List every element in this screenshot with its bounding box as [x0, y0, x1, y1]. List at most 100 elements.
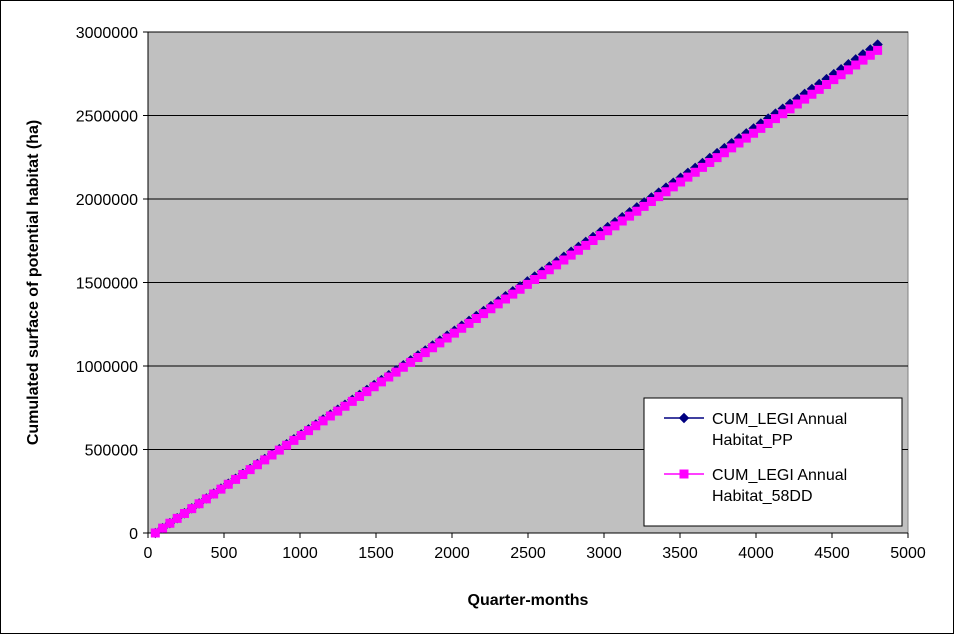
legend-item: CUM_LEGI Annual Habitat_58DD	[664, 467, 847, 505]
data-point	[814, 84, 824, 94]
data-point	[238, 469, 248, 479]
data-point	[194, 499, 204, 509]
data-point	[231, 474, 241, 484]
data-point	[851, 60, 861, 70]
x-tick-label: 2500	[510, 545, 546, 562]
series-2	[150, 45, 883, 538]
data-point	[836, 70, 846, 80]
data-point	[223, 479, 233, 489]
legend-label: Habitat_PP	[712, 432, 793, 449]
data-point	[719, 148, 729, 158]
y-axis-ticks: 0 500000 1000000 1500000 2000000 2500000 30000…	[76, 25, 149, 543]
x-tick-label: 4500	[814, 545, 850, 562]
data-point	[676, 177, 686, 187]
data-point	[639, 201, 649, 211]
data-point	[187, 504, 197, 514]
data-point	[537, 270, 547, 280]
x-tick-label: 5000	[890, 545, 926, 562]
data-point	[807, 89, 817, 99]
data-point	[822, 79, 832, 89]
data-point	[493, 299, 503, 309]
data-point	[843, 65, 853, 75]
y-tick-label: 1000000	[76, 359, 138, 376]
data-point	[763, 118, 773, 128]
data-point	[165, 518, 175, 528]
x-tick-label: 500	[211, 545, 238, 562]
data-point	[464, 318, 474, 328]
y-tick-label: 500000	[85, 443, 138, 460]
legend-label: CUM_LEGI Annual	[712, 411, 847, 428]
data-point	[566, 250, 576, 260]
data-point	[428, 343, 438, 353]
data-point	[201, 494, 211, 504]
data-point	[216, 484, 226, 494]
data-point	[522, 279, 532, 289]
data-point	[778, 109, 788, 119]
data-point	[756, 123, 766, 133]
series-layer	[150, 39, 883, 539]
legend-label: CUM_LEGI Annual	[712, 467, 847, 484]
x-tick-label: 1000	[282, 545, 318, 562]
data-point	[267, 450, 277, 460]
data-point	[690, 167, 700, 177]
data-point	[741, 133, 751, 143]
data-point	[595, 231, 605, 241]
y-tick-label: 2000000	[76, 192, 138, 209]
data-point	[406, 357, 416, 367]
data-point	[865, 50, 875, 60]
data-point	[471, 313, 481, 323]
y-tick-label: 1500000	[76, 276, 138, 293]
data-point	[150, 528, 160, 538]
data-point	[785, 104, 795, 114]
legend-marker	[678, 412, 690, 424]
data-point	[727, 143, 737, 153]
data-point	[829, 75, 839, 85]
x-tick-label: 2000	[434, 545, 470, 562]
y-tick-label: 2500000	[76, 109, 138, 126]
x-tick-label: 3500	[662, 545, 698, 562]
data-point	[858, 55, 868, 65]
x-tick-label: 0	[144, 545, 153, 562]
data-point	[296, 430, 306, 440]
data-point	[362, 387, 372, 397]
data-point	[617, 216, 627, 226]
data-point	[668, 182, 678, 192]
data-point	[282, 440, 292, 450]
data-point	[413, 352, 423, 362]
data-point	[369, 382, 379, 392]
data-point	[384, 372, 394, 382]
x-tick-label: 4000	[738, 545, 774, 562]
data-point	[340, 401, 350, 411]
data-point	[697, 162, 707, 172]
data-point	[581, 240, 591, 250]
data-point	[515, 284, 525, 294]
data-point	[420, 348, 430, 358]
data-point	[552, 260, 562, 270]
data-point	[544, 265, 554, 275]
data-point	[654, 192, 664, 202]
data-point	[683, 172, 693, 182]
data-point	[588, 235, 598, 245]
legend: CUM_LEGI Annual Habitat_PP CUM_LEGI Annual…	[643, 397, 903, 527]
legend-marker	[679, 469, 689, 479]
data-point	[770, 114, 780, 124]
data-point	[274, 445, 284, 455]
data-point	[355, 391, 365, 401]
y-tick-label: 0	[129, 526, 138, 543]
data-point	[625, 211, 635, 221]
data-point	[449, 328, 459, 338]
data-point	[712, 153, 722, 163]
data-point	[209, 489, 219, 499]
legend-label: Habitat_58DD	[712, 488, 813, 505]
data-point	[158, 523, 168, 533]
x-axis-ticks: 0 500 1000 1500 2000 2500 3000 3500 4000 4500 5000	[144, 532, 926, 562]
x-tick-label: 1500	[358, 545, 394, 562]
data-point	[559, 255, 569, 265]
data-point	[508, 289, 518, 299]
y-axis-title: Cumulated surface of potential habitat (…	[25, 120, 42, 445]
data-point	[347, 396, 357, 406]
y-tick-label: 3000000	[76, 25, 138, 42]
data-point	[304, 426, 314, 436]
